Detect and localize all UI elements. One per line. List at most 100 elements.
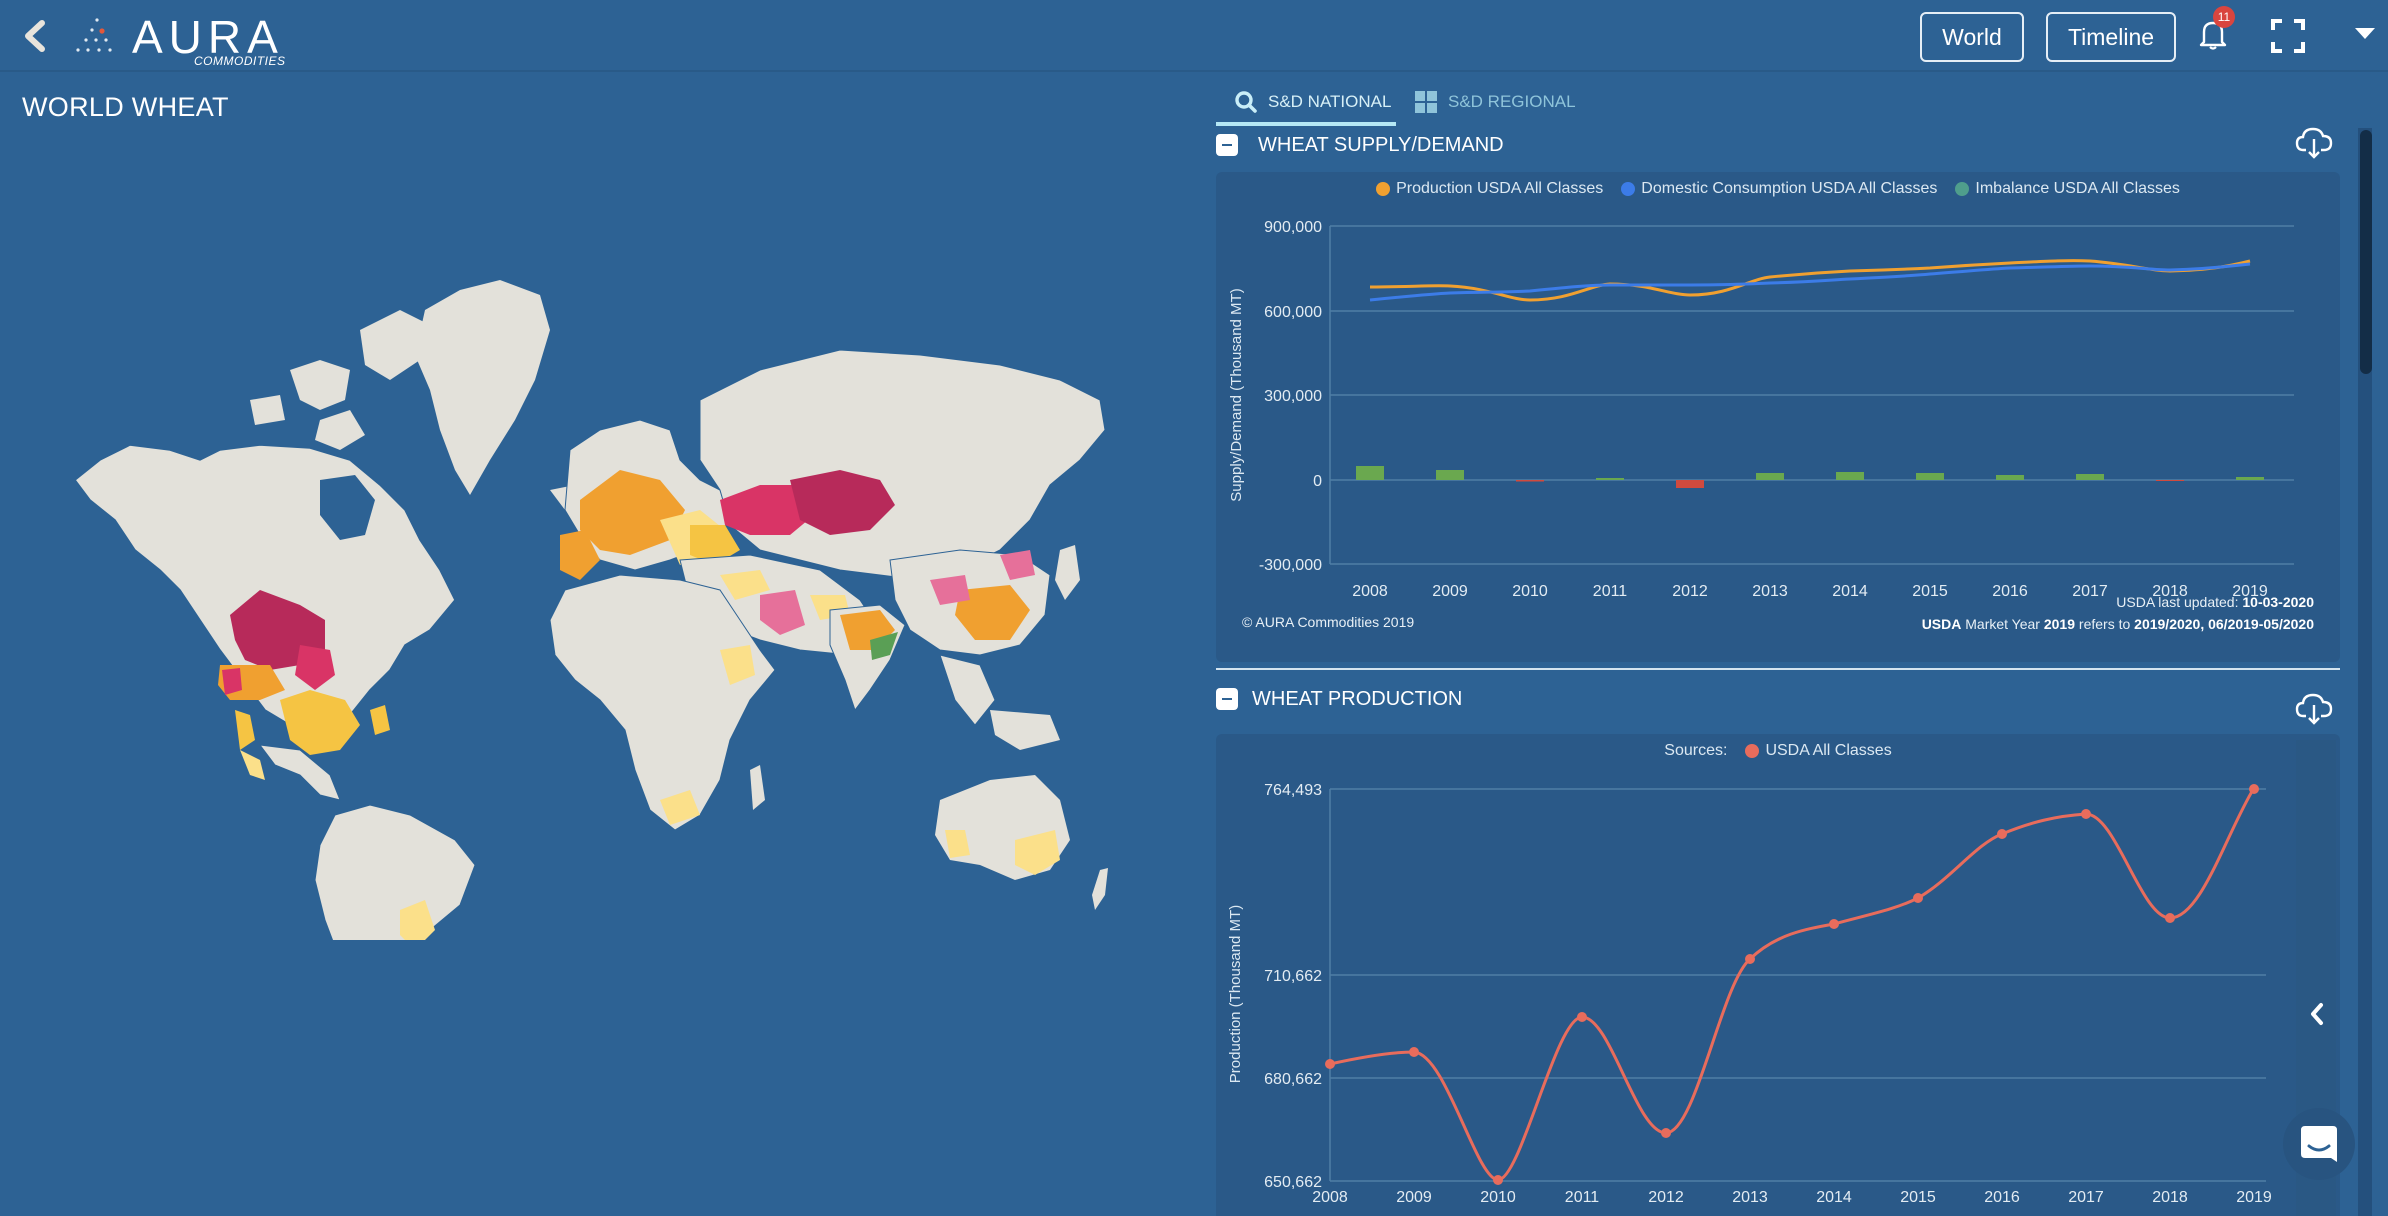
- supply-demand-chart: Production USDA All Classes Domestic Con…: [1216, 172, 2340, 662]
- production-plot[interactable]: 764,493 710,662 680,662 650,662 Producti…: [1216, 734, 2340, 1216]
- legend-label: Imbalance USDA All Classes: [1975, 180, 2180, 197]
- chart-legend: Production USDA All Classes Domestic Con…: [1216, 180, 2340, 198]
- scrollbar-track[interactable]: [2358, 128, 2372, 1216]
- consumption-line: [1369, 262, 2251, 302]
- logo-wordmark: AURA: [132, 11, 284, 63]
- x-tick: 2012: [1672, 583, 1708, 600]
- notification-badge: 11: [2213, 6, 2235, 28]
- production-line: [1329, 787, 2256, 1182]
- x-tick: 2014: [1816, 1189, 1852, 1206]
- tab-sd-regional[interactable]: S&D REGIONAL: [1414, 84, 1576, 120]
- x-tick: 2015: [1912, 583, 1948, 600]
- legend-item-production[interactable]: Production USDA All Classes: [1376, 180, 1603, 198]
- y-tick: 764,493: [1264, 782, 1322, 799]
- x-tick: 2019: [2236, 1189, 2272, 1206]
- right-panel: S&D NATIONAL S&D REGIONAL WHEAT SUPPLY/D…: [1216, 74, 2388, 1216]
- fullscreen-icon[interactable]: [2270, 18, 2306, 54]
- y-tick: 710,662: [1264, 968, 1322, 985]
- market-year-text: Market Year: [1961, 616, 2044, 632]
- legend-item-imbalance[interactable]: Imbalance USDA All Classes: [1955, 180, 2180, 198]
- legend-label: Production USDA All Classes: [1396, 180, 1604, 197]
- section-title: WHEAT SUPPLY/DEMAND: [1258, 134, 1504, 156]
- cloud-download-icon[interactable]: [2294, 122, 2334, 162]
- x-tick: 2016: [1992, 583, 2028, 600]
- tab-label: S&D NATIONAL: [1268, 92, 1392, 111]
- world-wheat-map[interactable]: [60, 270, 1110, 940]
- x-tick: 2009: [1432, 583, 1468, 600]
- y-axis-label: Supply/Demand (Thousand MT): [1228, 288, 1245, 501]
- y-tick: -300,000: [1259, 557, 1322, 574]
- supply-demand-plot[interactable]: 900,000 600,000 300,000 0 -300,000 Suppl…: [1216, 172, 2340, 662]
- logo-dots-icon: [76, 18, 112, 52]
- sources-label: Sources:: [1664, 742, 1728, 759]
- x-tick: 2008: [1352, 583, 1388, 600]
- cloud-download-icon[interactable]: [2294, 688, 2334, 728]
- logo-subtitle: COMMODITIES: [194, 54, 286, 68]
- updated-value: 10-03-2020: [2242, 594, 2314, 610]
- legend-dot: [1376, 182, 1391, 196]
- chevron-left-icon[interactable]: [2307, 1000, 2327, 1028]
- data-points: [1325, 784, 2259, 1185]
- collapse-supply-demand-button[interactable]: [1216, 134, 1238, 156]
- copyright: © AURA Commodities 2019: [1242, 614, 1415, 630]
- legend-dot: [1745, 744, 1760, 758]
- imbalance-bars: [1356, 466, 2264, 488]
- x-tick: 2011: [1593, 583, 1628, 600]
- section-title: WHEAT PRODUCTION: [1252, 688, 1463, 710]
- x-tick: 2015: [1900, 1189, 1936, 1206]
- collapse-production-button[interactable]: [1216, 688, 1238, 710]
- caret-down-icon[interactable]: [2355, 28, 2375, 39]
- market-year-note: USDA Market Year 2019 refers to 2019/202…: [1922, 616, 2314, 632]
- x-tick: 2013: [1752, 583, 1788, 600]
- legend-item-usda[interactable]: USDA All Classes: [1745, 742, 1892, 760]
- x-tick: 2019: [2232, 583, 2268, 600]
- x-tick: 2011: [1565, 1189, 1600, 1206]
- last-updated: USDA last updated: 10-03-2020: [2116, 594, 2314, 610]
- grid-icon: [1415, 91, 1437, 113]
- timeline-button[interactable]: Timeline: [2046, 12, 2176, 62]
- market-year-range: 2019/2020, 06/2019-05/2020: [2134, 616, 2314, 632]
- updated-label: USDA last updated:: [2116, 594, 2243, 610]
- supply-demand-header: WHEAT SUPPLY/DEMAND: [1216, 128, 2346, 162]
- x-tick: 2008: [1312, 1189, 1348, 1206]
- x-tick: 2009: [1396, 1189, 1432, 1206]
- usda-label: USDA: [1921, 616, 1962, 632]
- market-year-value: 2019: [2043, 616, 2076, 632]
- aura-logo[interactable]: AURA COMMODITIES: [70, 8, 300, 68]
- x-tick: 2017: [2068, 1189, 2104, 1206]
- production-line: [1369, 259, 2251, 302]
- y-tick: 600,000: [1264, 304, 1322, 321]
- x-tick: 2010: [1480, 1189, 1516, 1206]
- chart-legend: Sources: USDA All Classes: [1216, 742, 2340, 760]
- x-tick: 2010: [1512, 583, 1548, 600]
- y-tick: 900,000: [1264, 219, 1322, 236]
- y-tick: 650,662: [1264, 1174, 1322, 1191]
- active-tab-indicator: [1216, 122, 1396, 126]
- y-tick: 0: [1313, 473, 1322, 490]
- legend-dot: [1955, 182, 1970, 196]
- production-chart: Sources: USDA All Classes 764,493 710,66…: [1216, 734, 2340, 1216]
- x-tick: 2018: [2152, 1189, 2188, 1206]
- scrollbar-thumb[interactable]: [2360, 130, 2372, 374]
- x-tick: 2018: [2152, 583, 2188, 600]
- x-tick: 2012: [1648, 1189, 1684, 1206]
- section-divider: [1216, 668, 2340, 670]
- x-tick: 2014: [1832, 583, 1868, 600]
- legend-item-consumption[interactable]: Domestic Consumption USDA All Classes: [1621, 180, 1937, 198]
- top-bar: AURA COMMODITIES World Timeline 11: [0, 0, 2388, 72]
- chevron-left-icon[interactable]: [20, 18, 50, 54]
- tab-label: S&D REGIONAL: [1448, 92, 1576, 111]
- world-button[interactable]: World: [1920, 12, 2024, 62]
- tab-sd-national[interactable]: S&D NATIONAL: [1234, 84, 1391, 120]
- search-icon: [1235, 91, 1257, 113]
- legend-label: USDA All Classes: [1765, 742, 1892, 759]
- y-tick: 300,000: [1264, 388, 1322, 405]
- legend-dot: [1621, 182, 1636, 196]
- chat-button[interactable]: [2283, 1108, 2355, 1180]
- x-tick: 2013: [1732, 1189, 1768, 1206]
- tab-bar: S&D NATIONAL S&D REGIONAL: [1216, 74, 1716, 126]
- refers-text: refers to: [2075, 616, 2135, 632]
- legend-label: Domestic Consumption USDA All Classes: [1641, 180, 1938, 197]
- chat-icon: [2301, 1126, 2337, 1162]
- x-tick: 2016: [1984, 1189, 2020, 1206]
